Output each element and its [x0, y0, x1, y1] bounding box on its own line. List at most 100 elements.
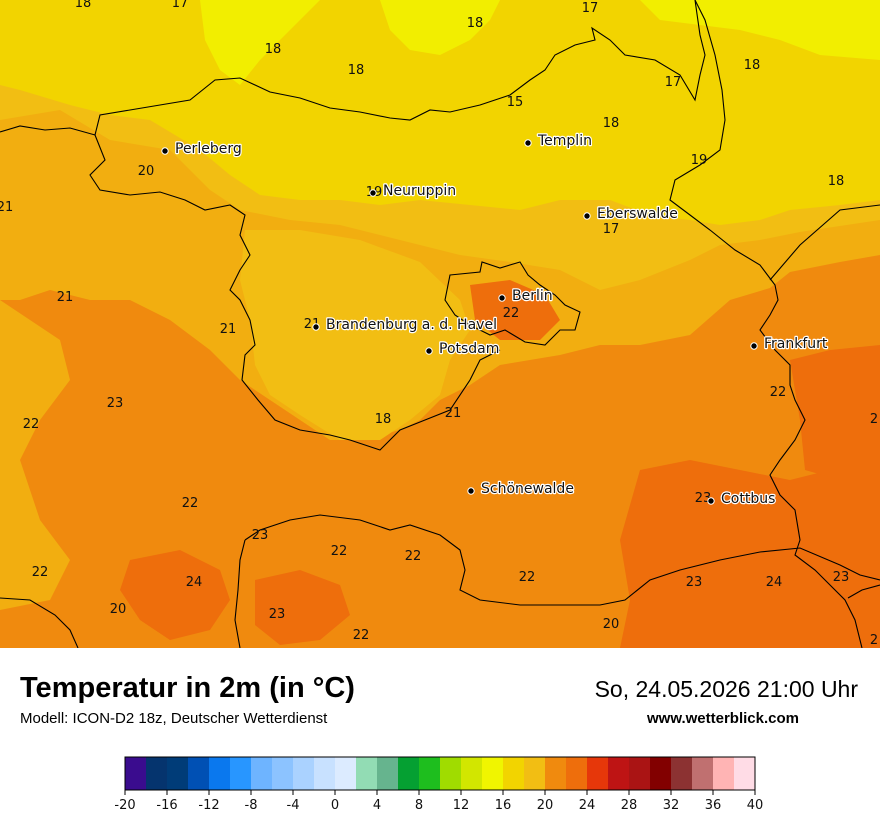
city-label: Templin — [537, 133, 592, 149]
temperature-label: 22 — [519, 570, 536, 585]
city-marker: Potsdam — [425, 340, 501, 358]
legend-tick-label: 24 — [579, 798, 596, 813]
legend-swatch — [608, 757, 629, 790]
temperature-label: 21 — [445, 406, 462, 421]
legend-tick-label: 32 — [663, 798, 680, 813]
legend-swatch — [503, 757, 524, 790]
temperature-label: 22 — [23, 417, 40, 432]
legend-tick-label: 28 — [621, 798, 638, 813]
temperature-label: 20 — [110, 602, 127, 617]
legend-swatch — [545, 757, 566, 790]
legend-swatch — [125, 757, 146, 790]
legend-ticks: -20 -16 -12 -8 -4 0 4 8 12 16 20 24 28 32 36 40 — [114, 790, 763, 813]
temperature-label: 18 — [467, 16, 484, 31]
legend-swatch — [713, 757, 734, 790]
temperature-label: 20 — [603, 617, 620, 632]
zone-15-16-northeast — [640, 0, 880, 60]
city-dot — [498, 294, 506, 302]
legend-tick-label: 0 — [331, 798, 339, 813]
temperature-label: 22 — [770, 385, 787, 400]
temperature-label: 24 — [186, 575, 203, 590]
temperature-label: 18 — [265, 42, 282, 57]
map-title: Temperatur in 2m (in °C) — [20, 672, 355, 704]
city-dot — [161, 147, 169, 155]
city-label: Perleberg — [175, 141, 242, 157]
city-dot — [583, 212, 591, 220]
legend-tick-label: 40 — [747, 798, 764, 813]
city-label: Schönewalde — [481, 481, 574, 497]
temperature-label: 22 — [182, 496, 199, 511]
legend-swatch — [230, 757, 251, 790]
temperature-label: 20 — [138, 164, 155, 179]
legend-swatch — [356, 757, 377, 790]
zone-20-22-west — [0, 300, 70, 610]
legend-tick-label: -8 — [245, 798, 258, 813]
temperature-label: 22 — [503, 306, 520, 321]
temperature-label: 23 — [107, 396, 124, 411]
zone-24-26-far-east — [790, 345, 880, 480]
legend-tick-label: 8 — [415, 798, 423, 813]
temperature-label: 23 — [269, 607, 286, 622]
legend-swatch — [734, 757, 755, 790]
city-label: Potsdam — [439, 341, 499, 357]
model-info: Modell: ICON-D2 18z, Deutscher Wetterdie… — [20, 710, 328, 727]
temperature-label: 22 — [405, 549, 422, 564]
temperature-label: 22 — [353, 628, 370, 643]
legend-swatch — [524, 757, 545, 790]
legend-swatch — [209, 757, 230, 790]
city-label: Eberswalde — [597, 206, 678, 222]
temperature-label: 18 — [744, 58, 761, 73]
city-marker: Brandenburg a. d. Havel — [312, 316, 498, 334]
legend-swatch — [629, 757, 650, 790]
temperature-label: 24 — [766, 575, 783, 590]
temperature-map: 1817181718181517181819182019211721222121… — [0, 0, 880, 648]
legend-swatch — [692, 757, 713, 790]
legend-swatch — [566, 757, 587, 790]
legend-tick-label: 36 — [705, 798, 722, 813]
legend-swatch — [167, 757, 188, 790]
city-marker: Berlin — [498, 287, 554, 305]
city-markers: Perleberg Neuruppin Templin Eberswalde Berli… — [161, 132, 829, 508]
temperature-label: 17 — [603, 222, 620, 237]
temperature-label: 23 — [252, 528, 269, 543]
legend-swatch — [650, 757, 671, 790]
city-label: Brandenburg a. d. Havel — [326, 317, 497, 333]
legend-tick-label: 16 — [495, 798, 512, 813]
city-label: Frankfurt — [764, 336, 828, 352]
borders — [0, 0, 880, 648]
city-marker: Templin — [524, 132, 593, 150]
berlin-border — [444, 261, 581, 346]
city-dot — [369, 189, 377, 197]
zone-18-20-south — [240, 230, 470, 440]
city-dot — [750, 342, 758, 350]
temperature-label: 23 — [833, 570, 850, 585]
legend-swatch — [671, 757, 692, 790]
city-marker: Eberswalde — [583, 205, 679, 223]
legend-tick-label: -20 — [114, 798, 135, 813]
city-dot — [524, 139, 532, 147]
temperature-label: 15 — [507, 95, 524, 110]
city-label: Cottbus — [721, 491, 775, 507]
state-border-southwest — [234, 539, 246, 648]
website-link[interactable]: www.wetterblick.com — [647, 710, 799, 727]
city-dot — [312, 323, 320, 331]
legend-tick-label: -4 — [287, 798, 300, 813]
temperature-label: 2 — [870, 633, 878, 648]
zone-24-26-south — [255, 570, 350, 645]
legend-swatch — [314, 757, 335, 790]
zone-15-16-center — [380, 0, 500, 55]
temperature-label: 22 — [32, 565, 49, 580]
temperature-label: 18 — [828, 174, 845, 189]
legend-swatch — [272, 757, 293, 790]
temperature-label: 18 — [603, 116, 620, 131]
legend-swatch — [188, 757, 209, 790]
legend-swatch — [587, 757, 608, 790]
zone-24-26-berlin — [470, 280, 560, 340]
legend-swatch — [146, 757, 167, 790]
temperature-label: 17 — [172, 0, 189, 11]
temperature-label: 18 — [348, 63, 365, 78]
temperature-label: 2 — [870, 412, 878, 427]
city-dot — [467, 487, 475, 495]
legend-tick-label: 12 — [453, 798, 470, 813]
legend-swatch — [440, 757, 461, 790]
